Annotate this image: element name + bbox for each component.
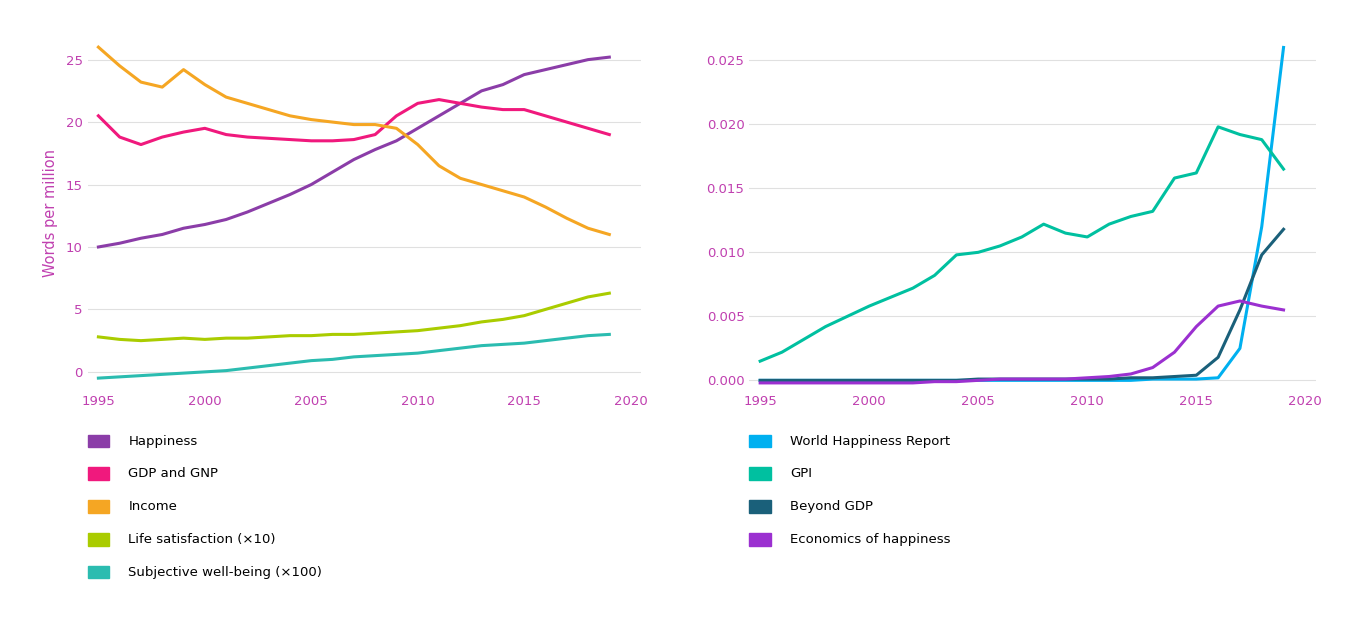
- Text: World Happiness Report: World Happiness Report: [790, 435, 950, 447]
- Y-axis label: Words per million: Words per million: [43, 149, 58, 277]
- Text: Income: Income: [128, 500, 177, 513]
- Text: Subjective well-being (×100): Subjective well-being (×100): [128, 566, 323, 578]
- Text: GPI: GPI: [790, 467, 811, 480]
- Text: Life satisfaction (×10): Life satisfaction (×10): [128, 533, 275, 546]
- Text: GDP and GNP: GDP and GNP: [128, 467, 219, 480]
- Text: Happiness: Happiness: [128, 435, 197, 447]
- Text: Beyond GDP: Beyond GDP: [790, 500, 872, 513]
- Text: Economics of happiness: Economics of happiness: [790, 533, 950, 546]
